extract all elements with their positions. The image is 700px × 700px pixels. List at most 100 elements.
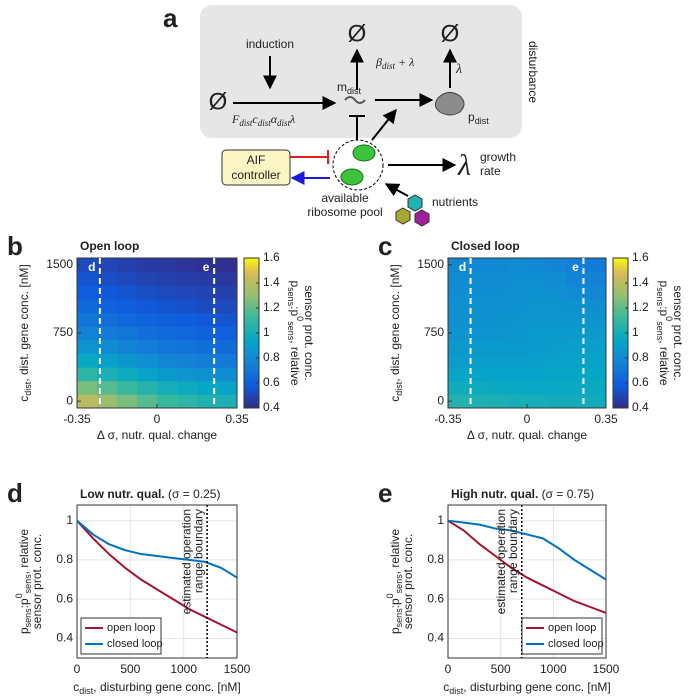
colorbar-slice bbox=[244, 270, 259, 274]
heat-cell bbox=[507, 271, 528, 286]
y-tick-label: 0.8 bbox=[56, 552, 73, 566]
heat-cell bbox=[117, 353, 138, 368]
heat-cell bbox=[97, 271, 118, 286]
colorbar-slice bbox=[244, 335, 259, 339]
threshold-label: range boundary bbox=[191, 509, 205, 593]
heat-cell bbox=[507, 258, 528, 273]
colorbar-slice bbox=[613, 325, 628, 329]
growth-symbol: λ bbox=[457, 149, 471, 182]
x-tick-label: 0 bbox=[74, 662, 81, 676]
heat-cell bbox=[97, 285, 118, 300]
heat-cell bbox=[157, 326, 178, 341]
heat-cell bbox=[507, 394, 528, 409]
colorbar-slice bbox=[244, 260, 259, 264]
y-axis-label: cdist, dist. gene conc. [nM] bbox=[17, 264, 33, 401]
heat-cell bbox=[217, 326, 238, 341]
heat-cell bbox=[197, 394, 218, 409]
colorbar-slice bbox=[613, 263, 628, 266]
heat-cell bbox=[546, 258, 567, 273]
y-tick-label: 0 bbox=[437, 393, 444, 407]
heat-cell bbox=[487, 285, 508, 300]
heat-cell bbox=[117, 339, 138, 354]
heat-cell bbox=[157, 394, 178, 409]
marker-label: e bbox=[203, 260, 210, 274]
legend-label: closed loop bbox=[107, 638, 163, 650]
colorbar-slice bbox=[244, 343, 259, 346]
heat-cell bbox=[448, 312, 469, 327]
heat-cell bbox=[467, 394, 488, 409]
colorbar-slice bbox=[613, 348, 628, 351]
colorbar-slice bbox=[613, 355, 628, 359]
ribosome-icon bbox=[352, 144, 376, 162]
colorbar-slice bbox=[613, 340, 628, 344]
nutrient-icon bbox=[407, 194, 423, 212]
heat-cell bbox=[566, 380, 587, 395]
colorbar-slice bbox=[613, 383, 628, 386]
heat-cell bbox=[487, 367, 508, 382]
heat-cell bbox=[77, 353, 98, 368]
colorbar-slice bbox=[244, 328, 259, 331]
heat-cell bbox=[467, 339, 488, 354]
colorbar-slice bbox=[613, 338, 628, 341]
heat-cell bbox=[117, 394, 138, 409]
heat-cell bbox=[197, 326, 218, 341]
legend-label: open loop bbox=[548, 622, 596, 634]
heat-cell bbox=[217, 285, 238, 300]
heat-cell bbox=[177, 326, 198, 341]
heat-cell bbox=[117, 271, 138, 286]
ribosome-icon bbox=[340, 168, 364, 186]
colorbar-slice bbox=[613, 270, 628, 274]
colorbar-slice bbox=[613, 265, 628, 269]
colorbar-slice bbox=[613, 258, 628, 261]
colorbar-slice bbox=[244, 405, 259, 409]
heat-cell bbox=[157, 271, 178, 286]
heat-cell bbox=[197, 380, 218, 395]
y-axis-label: psens:p0sens, relative bbox=[14, 529, 33, 634]
mrna-degradation: βdist + λ bbox=[375, 55, 414, 71]
colorbar-slice bbox=[613, 285, 628, 289]
protein-label: pdist bbox=[468, 110, 489, 126]
colorbar-tick-label: 0.8 bbox=[263, 350, 280, 364]
heat-cell bbox=[467, 367, 488, 382]
colorbar-label: psens:p0sens, relative bbox=[655, 280, 674, 385]
colorbar-slice bbox=[613, 278, 628, 281]
heat-cell bbox=[177, 298, 198, 314]
heat-cell bbox=[527, 312, 548, 327]
heat-cell bbox=[487, 298, 508, 314]
colorbar-slice bbox=[613, 313, 628, 316]
heat-cell bbox=[586, 367, 607, 382]
colorbar-slice bbox=[613, 400, 628, 404]
x-tick-label: -0.35 bbox=[63, 412, 91, 426]
growth-label: rate bbox=[480, 164, 501, 178]
heat-cell bbox=[197, 339, 218, 354]
heat-cell bbox=[137, 258, 158, 273]
colorbar-slice bbox=[613, 298, 628, 301]
heat-cell bbox=[566, 258, 587, 273]
colorbar-slice bbox=[613, 375, 628, 379]
heat-cell bbox=[77, 312, 98, 327]
heat-cell bbox=[566, 298, 587, 314]
controller-box bbox=[221, 149, 291, 186]
colorbar-tick-label: 1.4 bbox=[263, 275, 280, 289]
colorbar-label: sensor prot. conc. bbox=[302, 285, 316, 380]
heat-cell bbox=[467, 271, 488, 286]
heat-cell bbox=[217, 380, 238, 395]
arrows bbox=[233, 48, 457, 197]
heat-cell bbox=[467, 312, 488, 327]
heat-cell bbox=[157, 298, 178, 314]
colorbar-slice bbox=[244, 278, 259, 281]
colorbar-slice bbox=[613, 333, 628, 336]
heat-cell bbox=[527, 298, 548, 314]
x-tick-label: 1000 bbox=[170, 662, 197, 676]
colorbar-slice bbox=[244, 280, 259, 284]
heat-cell bbox=[448, 367, 469, 382]
colorbar-slice bbox=[613, 370, 628, 374]
heat-cell bbox=[117, 298, 138, 314]
colorbar-tick-label: 0.4 bbox=[632, 400, 649, 414]
colorbar-slice bbox=[613, 405, 628, 409]
colorbar-slice bbox=[244, 373, 259, 376]
heat-cell bbox=[566, 326, 587, 341]
heat-cell bbox=[137, 339, 158, 354]
panel-letter: e bbox=[378, 478, 392, 508]
heat-cell bbox=[586, 339, 607, 354]
